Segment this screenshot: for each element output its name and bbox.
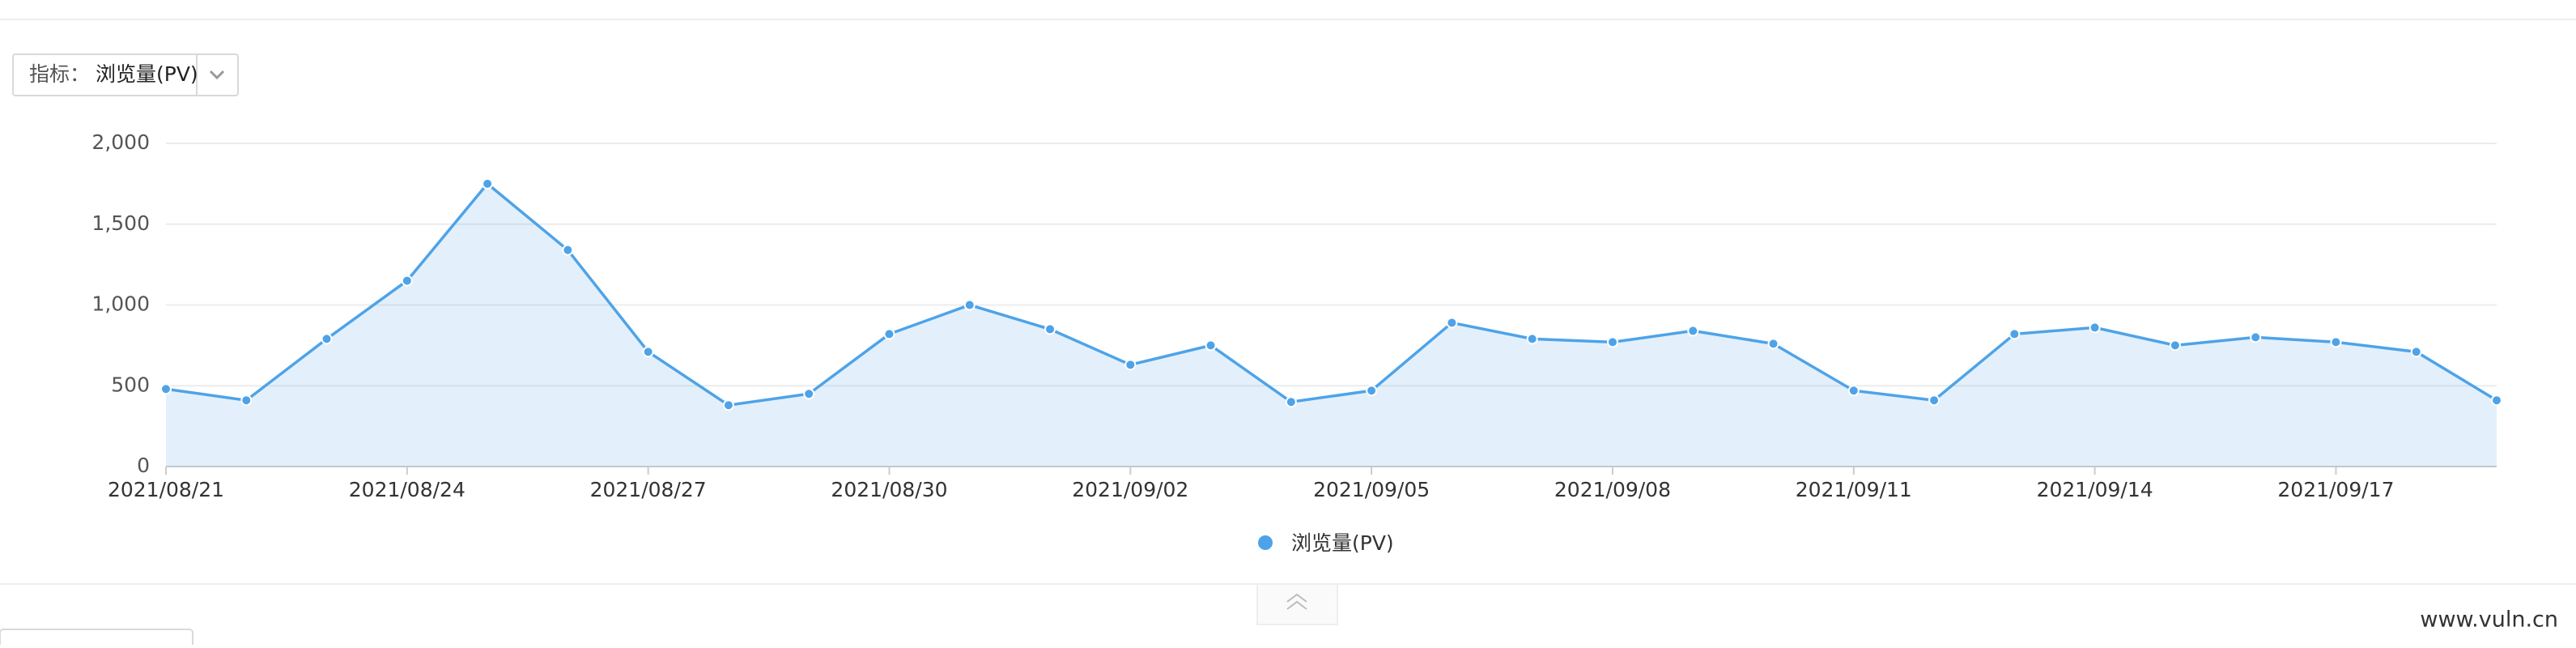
- x-tick-label: 2021/09/11: [1796, 478, 1912, 501]
- point: [1285, 396, 1297, 408]
- x-tick-label: 2021/08/30: [831, 478, 947, 501]
- metric-selector[interactable]: [12, 53, 239, 96]
- y-tick-label: 2,000: [91, 130, 150, 154]
- point: [803, 388, 815, 400]
- x-tick-label: 2021/08/27: [590, 478, 707, 501]
- point: [1526, 333, 1538, 345]
- point: [1446, 317, 1458, 329]
- point: [963, 299, 976, 311]
- point: [160, 383, 172, 395]
- point: [1687, 325, 1699, 337]
- dropdown-arrow[interactable]: [209, 70, 225, 80]
- partial-control[interactable]: [0, 629, 193, 648]
- x-tick-label: 2021/09/14: [2037, 478, 2153, 501]
- point: [1767, 338, 1779, 350]
- x-tick-label: 2021/08/21: [108, 478, 224, 501]
- collapse-button[interactable]: [1256, 583, 1338, 625]
- point: [1366, 385, 1378, 397]
- point: [1928, 394, 1941, 407]
- x-tick-label: 2021/09/17: [2277, 478, 2394, 501]
- watermark: www.vuln.cn: [2420, 608, 2558, 633]
- point: [722, 399, 734, 411]
- y-tick-label: 1,000: [91, 292, 150, 316]
- legend-marker: [1258, 535, 1273, 550]
- point: [562, 244, 574, 256]
- point: [240, 394, 253, 407]
- x-tick-label: 2021/08/24: [349, 478, 465, 501]
- selector-value: 浏览量(PV): [96, 62, 198, 86]
- point: [482, 177, 494, 190]
- chart: 0 500 1,000 1,500 2,000 2021/08/21 2021/08/24 2…: [91, 130, 2502, 555]
- point: [2330, 336, 2342, 348]
- selector-label: 指标：: [29, 62, 90, 86]
- y-tick-label: 500: [111, 373, 150, 396]
- point: [2089, 322, 2101, 334]
- point: [2250, 331, 2262, 343]
- point: [642, 346, 654, 358]
- point: [2410, 346, 2422, 358]
- point: [2009, 328, 2021, 340]
- point: [1847, 385, 1860, 397]
- point: [1606, 336, 1618, 348]
- point: [2491, 394, 2502, 407]
- point: [2169, 339, 2181, 352]
- legend-label: 浏览量(PV): [1291, 531, 1394, 555]
- area: [166, 183, 2497, 467]
- x-tick-label: 2021/09/02: [1072, 478, 1188, 501]
- x-tick-label: 2021/09/08: [1554, 478, 1671, 501]
- y-tick-label: 1,500: [91, 211, 150, 235]
- point: [401, 275, 413, 287]
- line: [165, 181, 2497, 407]
- point: [321, 333, 333, 345]
- x-tick-label: 2021/09/05: [1313, 478, 1430, 501]
- point: [1124, 359, 1137, 371]
- point: [1044, 323, 1056, 335]
- point: [883, 328, 895, 340]
- y-tick-label: 0: [137, 454, 150, 477]
- point: [1205, 339, 1217, 352]
- collapse-icon: [1286, 593, 1307, 610]
